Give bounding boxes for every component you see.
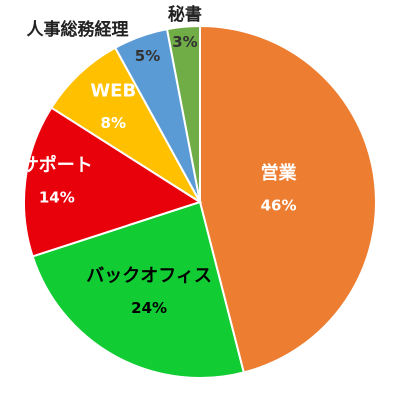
value-label: 3% [172,33,197,51]
slice-label: WEB [90,81,136,102]
slice-label: 秘書 [168,4,202,25]
slice-label: バックオフィス [86,266,212,287]
slice-label: 営業 [261,162,298,184]
pie-slice [31,200,245,379]
pie-slice [50,46,201,203]
slice-label: サポート [21,154,93,176]
value-label: 24% [131,299,167,317]
value-label: 5% [135,47,160,65]
pie-slice [165,24,201,203]
pie-slice [23,106,203,258]
pie-slice [199,24,377,374]
slice-label: 人事総務経理 [27,19,129,40]
value-label: 8% [101,114,126,132]
value-label: 46% [261,197,297,215]
value-label: 14% [39,188,75,206]
